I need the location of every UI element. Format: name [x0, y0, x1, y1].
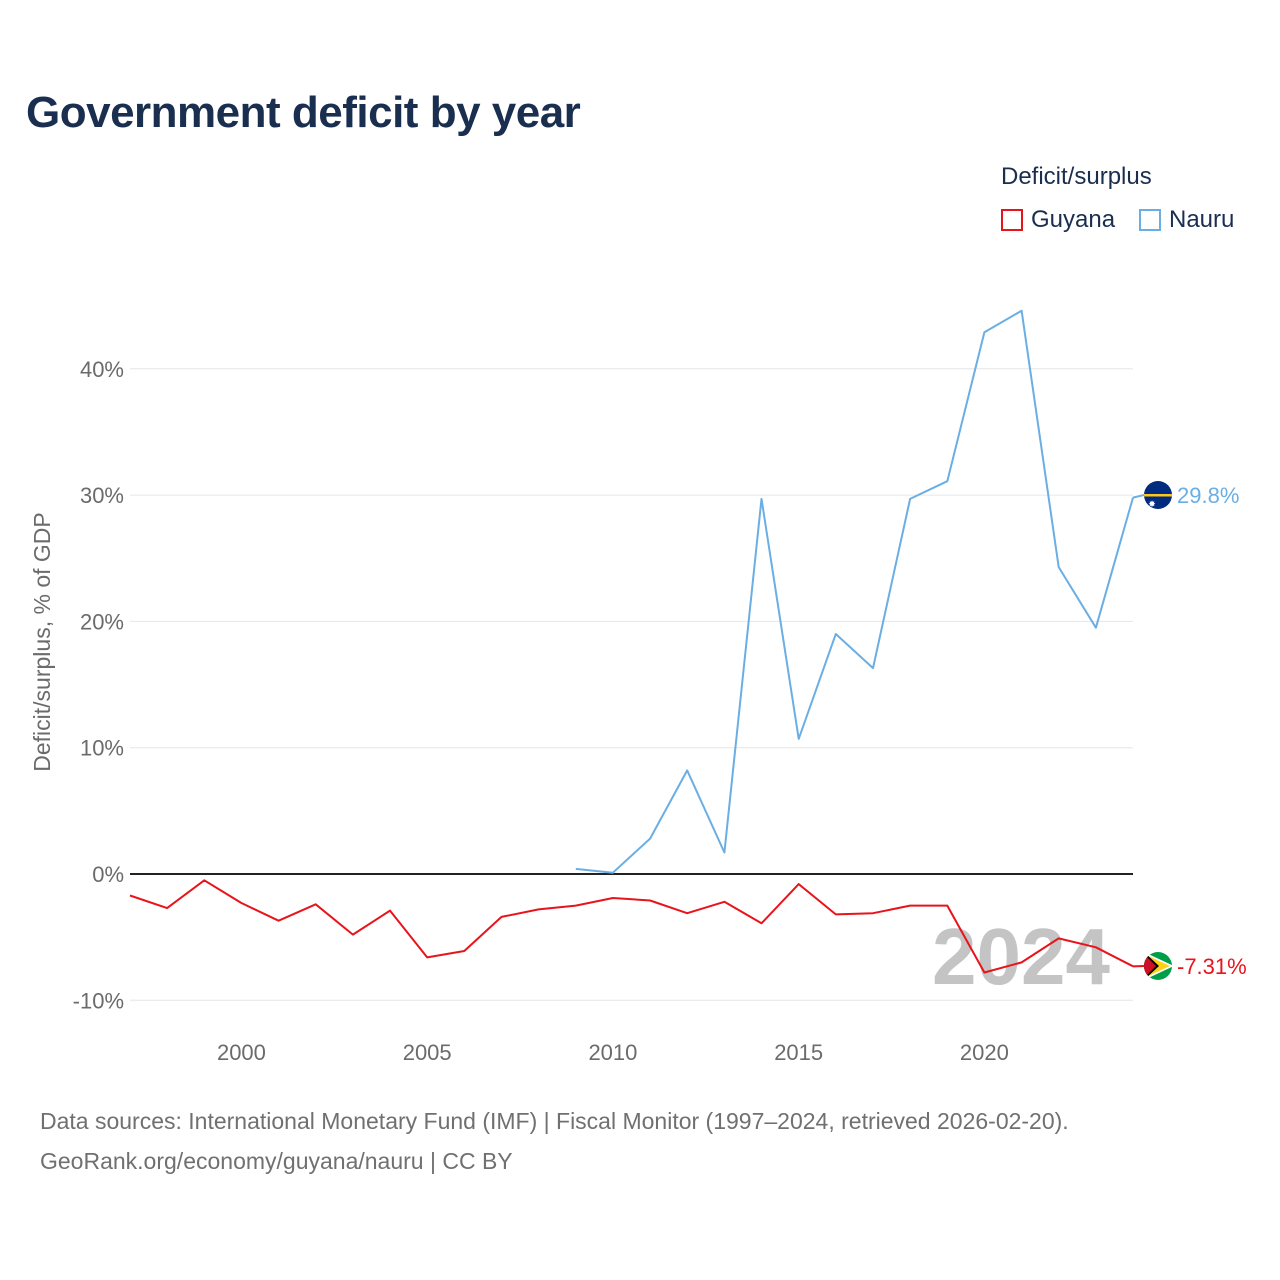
legend-item-nauru[interactable]: Nauru — [1139, 205, 1234, 235]
y-tick-label: 10% — [80, 736, 124, 761]
svg-text:✸: ✸ — [1148, 500, 1156, 510]
footer-credit: GeoRank.org/economy/guyana/nauru | CC BY — [40, 1148, 513, 1174]
footer-source: Data sources: International Monetary Fun… — [40, 1108, 1069, 1134]
y-tick-label: 20% — [80, 609, 124, 634]
y-axis-title: Deficit/surplus, % of GDP — [29, 512, 55, 771]
legend-item-guyana[interactable]: Guyana — [1001, 205, 1115, 235]
guyana-flag-icon — [1144, 952, 1172, 980]
y-tick-label: 0% — [92, 862, 124, 887]
y-tick-label: 30% — [80, 483, 124, 508]
y-tick-label: -10% — [73, 988, 124, 1013]
x-tick-label: 2010 — [588, 1040, 637, 1065]
nauru-flag-icon: ✸ — [1144, 481, 1172, 510]
end-value-label-nauru: 29.8% — [1177, 483, 1239, 508]
end-value-label-guyana: -7.31% — [1177, 954, 1247, 979]
legend-label-nauru: Nauru — [1169, 206, 1235, 233]
legend-title: Deficit/surplus — [1001, 163, 1152, 190]
series-connector-nauru — [1132, 494, 1145, 499]
series-line-guyana[interactable] — [129, 879, 1134, 974]
year-watermark: 2024 — [932, 912, 1110, 1001]
x-tick-label: 2000 — [217, 1040, 266, 1065]
x-tick-label: 2020 — [960, 1040, 1009, 1065]
x-tick-label: 2005 — [403, 1040, 452, 1065]
legend-swatch-guyana — [1001, 209, 1023, 231]
legend-swatch-nauru — [1139, 209, 1161, 231]
x-tick-label: 2015 — [774, 1040, 823, 1065]
y-tick-label: 40% — [80, 357, 124, 382]
legend-label-guyana: Guyana — [1031, 206, 1116, 233]
series-line-nauru[interactable] — [575, 309, 1134, 874]
chart-title: Government deficit by year — [26, 88, 581, 137]
